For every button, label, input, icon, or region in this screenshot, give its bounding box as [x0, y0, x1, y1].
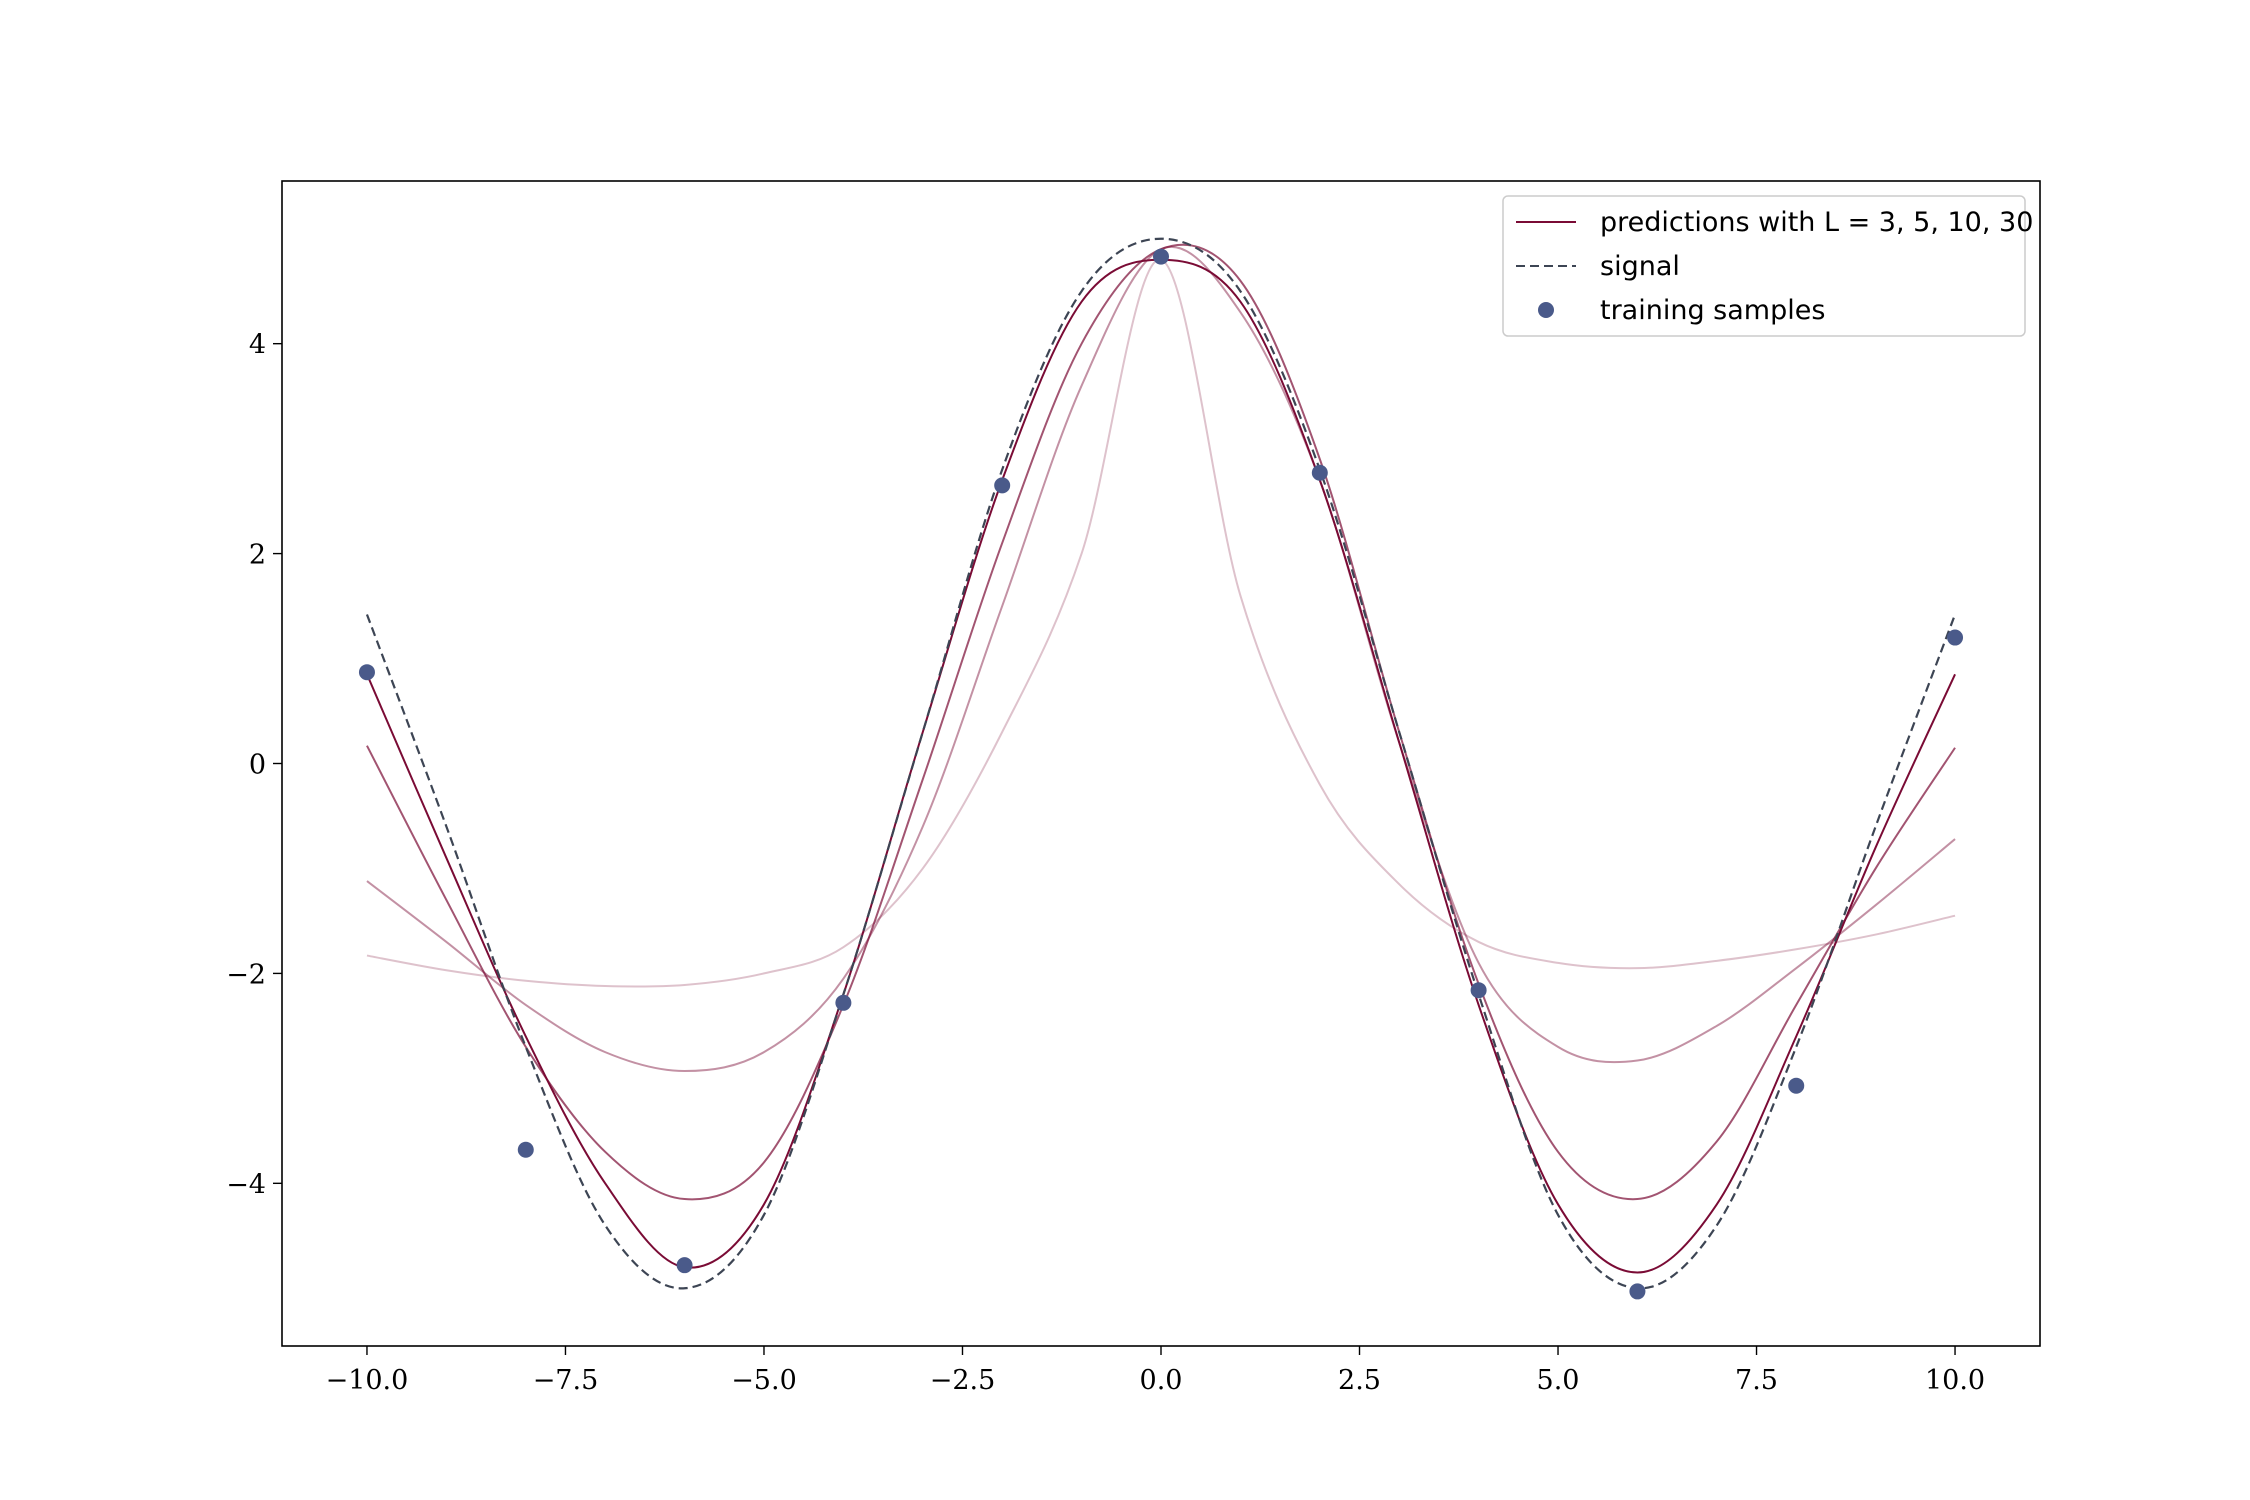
y-axis: −4 −2 0 2 4 [226, 330, 282, 1200]
training-sample-point [835, 994, 852, 1011]
x-tick-label: 0.0 [1140, 1365, 1183, 1396]
y-tick-label: 0 [249, 750, 266, 781]
x-tick-label: −10.0 [326, 1365, 409, 1396]
training-sample-point [517, 1141, 534, 1158]
x-tick-label: 2.5 [1338, 1365, 1381, 1396]
training-sample-point [1788, 1077, 1805, 1094]
x-tick-label: 5.0 [1537, 1365, 1580, 1396]
y-tick-label: −4 [226, 1169, 266, 1200]
y-tick-label: 2 [249, 540, 266, 571]
signal-line [365, 237, 1957, 1290]
legend-samples-swatch [1538, 302, 1554, 318]
training-sample-point [1947, 629, 1964, 646]
plot-area [281, 180, 2041, 1347]
x-tick-label: −2.5 [930, 1365, 996, 1396]
legend-samples-label: training samples [1600, 295, 1825, 326]
y-tick-label: −2 [226, 959, 266, 990]
y-tick-label: 4 [249, 330, 266, 361]
training-sample-point [1153, 248, 1169, 265]
x-tick-label: −5.0 [731, 1365, 797, 1396]
training-sample-point [676, 1257, 693, 1274]
training-sample-point [358, 664, 375, 681]
training-sample-point [1470, 982, 1487, 999]
legend-predictions-label: predictions with L = 3, 5, 10, 30 [1600, 207, 2033, 238]
x-tick-label: 10.0 [1925, 1365, 1985, 1396]
training-sample-point [994, 477, 1011, 494]
x-tick-label: 7.5 [1735, 1365, 1778, 1396]
legend-box [1502, 195, 2026, 337]
training-sample-points [358, 248, 1964, 1300]
legend-signal-label: signal [1600, 251, 1680, 282]
x-axis: −10.0 −7.5 −5.0 −2.5 0.0 2.5 5.0 7.5 10.0 [326, 1346, 1985, 1396]
training-sample-point [1629, 1283, 1646, 1300]
x-tick-label: −7.5 [533, 1365, 599, 1396]
training-sample-point [1311, 464, 1328, 481]
legend: predictions with L = 3, 5, 10, 30 signal… [1502, 195, 2033, 337]
